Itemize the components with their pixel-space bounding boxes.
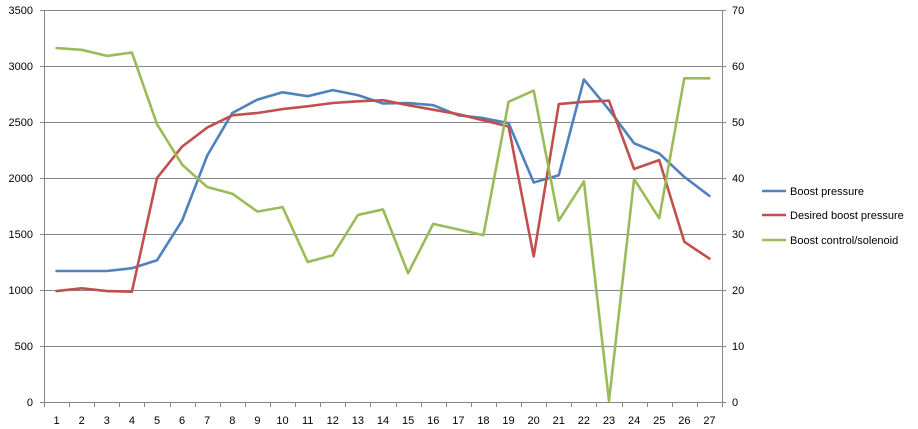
x-tick-label: 26	[678, 415, 690, 427]
x-tick-label: 18	[477, 415, 489, 427]
y2-tick-label: 30	[732, 229, 744, 241]
y2-tick-label: 60	[732, 61, 744, 73]
x-tick-label: 15	[402, 415, 414, 427]
y-tick-label: 3500	[9, 5, 33, 17]
axes	[40, 10, 726, 407]
legend: Boost pressure Desired boost pressure Boos…	[762, 186, 904, 247]
y-tick-label: 0	[27, 397, 33, 409]
y-axis-tick-labels: 0 500 1000 1500 2000 2500 3000 3500	[9, 5, 33, 409]
x-tick-label: 8	[229, 415, 235, 427]
series-lines	[55, 46, 711, 403]
y-tick-label: 1500	[9, 229, 33, 241]
legend-label-2: Boost control/solenoid	[790, 235, 898, 247]
x-tick-label: 5	[154, 415, 160, 427]
y-tick-label: 3000	[9, 61, 33, 73]
y2-tick-label: 10	[732, 341, 744, 353]
y-tick-label: 1000	[9, 285, 33, 297]
x-tick-label: 12	[327, 415, 339, 427]
y2-tick-label: 50	[732, 117, 744, 129]
y2-tick-label: 40	[732, 173, 744, 185]
x-tick-label: 16	[427, 415, 439, 427]
x-tick-label: 21	[553, 415, 565, 427]
x-tick-label: 20	[528, 415, 540, 427]
y-tick-label: 2500	[9, 117, 33, 129]
x-tick-label: 22	[578, 415, 590, 427]
x-tick-label: 7	[204, 415, 210, 427]
x-tick-label: 23	[603, 415, 615, 427]
x-tick-label: 14	[377, 415, 389, 427]
x-tick-label: 13	[352, 415, 364, 427]
y-tick-label: 2000	[9, 173, 33, 185]
legend-label-0: Boost pressure	[790, 186, 864, 198]
legend-label-1: Desired boost pressure	[790, 210, 904, 222]
x-tick-label: 24	[628, 415, 640, 427]
x-tick-label: 25	[653, 415, 665, 427]
series-line-2	[55, 46, 711, 403]
x-axis-tick-labels: 1 2 3 4 5 6 7 8 9 10 11 12 13 14 15 16 17 18 19 20 21 22 23 24 2…	[53, 415, 715, 427]
x-tick-label: 1	[53, 415, 59, 427]
x-tick-label: 3	[104, 415, 110, 427]
x-tick-label: 19	[502, 415, 514, 427]
series-line-1	[55, 98, 711, 294]
y-tick-label: 500	[15, 341, 33, 353]
x-tick-label: 11	[302, 415, 313, 427]
y2-tick-label: 70	[732, 5, 744, 17]
x-tick-label: 2	[79, 415, 85, 427]
x-tick-label: 6	[179, 415, 185, 427]
x-tick-label: 27	[703, 415, 715, 427]
x-tick-label: 17	[452, 415, 464, 427]
x-tick-label: 10	[276, 415, 288, 427]
x-tick-label: 4	[129, 415, 135, 427]
x-tick-label: 9	[254, 415, 260, 427]
y2-axis-tick-labels: 0 10 20 30 40 50 60 70	[732, 5, 744, 409]
series-line-0	[55, 78, 711, 273]
y2-tick-label: 0	[732, 397, 738, 409]
y2-tick-label: 20	[732, 285, 744, 297]
